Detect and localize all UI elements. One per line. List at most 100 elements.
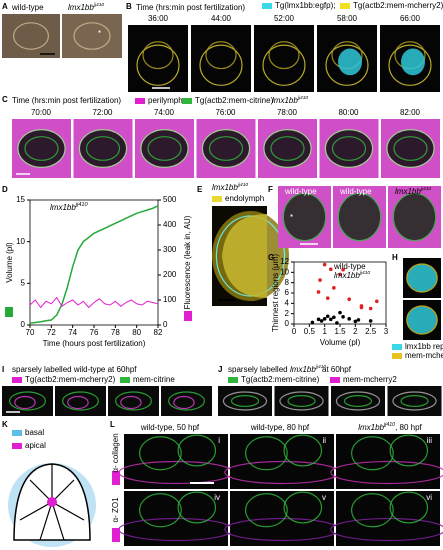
legend-swatch <box>12 377 22 383</box>
cell-outline <box>244 493 288 528</box>
x-tick-label: 1 <box>322 327 327 336</box>
data-point <box>368 319 373 323</box>
micrograph <box>191 25 251 92</box>
cell-outline <box>386 129 435 168</box>
x-tick-label: 76 <box>90 328 99 337</box>
data-point <box>341 314 345 319</box>
y-tick-label: 4 <box>285 298 290 307</box>
legend-label: Tg(lmx1bb:egfp); <box>275 1 335 10</box>
mutant-label: lmx1bbjj410 <box>50 202 89 212</box>
cell-outline <box>138 436 182 471</box>
x-tick-label: 3 <box>384 327 389 336</box>
mutant-label: lmx1bbjj410 <box>395 186 431 196</box>
mutant-label: lmx1bbjj410 <box>334 270 370 280</box>
cell-outline <box>335 391 381 411</box>
legend-swatch <box>212 196 222 202</box>
cell-outline <box>389 434 429 467</box>
cell-outline <box>222 391 268 411</box>
cell-outline <box>215 215 286 297</box>
cell-outline <box>406 263 438 293</box>
data-point <box>338 272 342 277</box>
cell-outline <box>62 391 99 411</box>
legend-label: endolymph <box>225 194 264 203</box>
cell-outline <box>85 136 121 161</box>
axis-color-key <box>5 307 13 317</box>
x-axis-label: Volume (pl) <box>320 338 361 347</box>
gene: lmx1bb <box>68 3 94 12</box>
cell-outline <box>13 22 49 50</box>
data-point <box>332 286 336 290</box>
gene: lmx1bb <box>50 203 76 212</box>
y-axis-label: Volume (pl) <box>5 242 14 283</box>
time-label: 36:00 <box>148 14 169 23</box>
x-tick-label: 1.5 <box>334 327 346 336</box>
mutant-label: lmx1bbjj410 <box>68 2 104 12</box>
time-label: 78:00 <box>277 108 298 117</box>
legend-label: Tg(actb2:mem-mcherry2) <box>353 1 443 10</box>
y2-tick-label: 200 <box>163 270 177 279</box>
x-tick-label: 70 <box>26 328 35 337</box>
allele: jj410 <box>359 270 371 276</box>
legend-swatch <box>330 377 340 383</box>
subpanel-label: i <box>218 436 220 445</box>
label: wild-type <box>339 187 372 196</box>
data-point <box>341 267 345 272</box>
micrograph <box>331 386 385 416</box>
cell-outline <box>331 136 367 161</box>
label: * <box>290 213 293 222</box>
micrograph <box>274 386 329 416</box>
cell-outline <box>351 493 394 528</box>
micrograph <box>218 386 272 416</box>
data-point <box>319 319 324 323</box>
x-tick-label: 2 <box>353 327 358 336</box>
cell-outline <box>388 44 432 86</box>
legend-swatch <box>12 430 22 436</box>
cell-outline <box>9 391 46 411</box>
micrograph <box>2 14 60 58</box>
suffix: , 80 hpf <box>395 423 422 432</box>
panel-letter: K <box>2 420 8 429</box>
allele: jj410 <box>93 2 105 8</box>
label: at 60hpf <box>322 365 352 374</box>
data-point <box>347 297 352 302</box>
cell-outline <box>73 22 111 50</box>
gene: lmx1bb <box>212 183 238 192</box>
legend-swatch <box>120 377 130 383</box>
y-tick-label: 10 <box>280 267 289 276</box>
legend-label: mem-citrine <box>133 375 175 384</box>
cell-outline <box>147 136 182 161</box>
cell-outline <box>337 192 382 242</box>
gene: lmx1bb <box>395 187 421 196</box>
data-line <box>29 296 159 309</box>
time-label: 82:00 <box>400 108 421 117</box>
micrograph <box>254 25 314 92</box>
gene: lmx1bb <box>358 423 384 432</box>
cell-outline <box>177 491 217 524</box>
cell-outline <box>401 48 425 76</box>
allele: jj410 <box>383 422 395 428</box>
subpanel-label: vi <box>426 493 432 502</box>
cell-outline <box>279 391 324 411</box>
data-point <box>322 262 327 267</box>
allele: jj410 <box>237 182 249 188</box>
subpanel-label: iii <box>427 436 433 445</box>
x-tick-label: 82 <box>154 328 163 337</box>
mutant-label: lmx1bbjj410 <box>272 95 308 105</box>
data-point <box>356 318 361 322</box>
legend-label: Tg(actb2:mem-citrine) <box>195 96 274 105</box>
label: wild-type <box>11 3 44 12</box>
label: Time (hrs:min post fertilization) <box>12 96 121 105</box>
panel-letter: A <box>2 2 8 11</box>
cell-walls <box>19 464 85 541</box>
cell-outline <box>400 395 429 408</box>
legend-label: lmx1bb reporter <box>405 342 443 351</box>
panel-letter: G <box>268 253 274 262</box>
row-color-key <box>112 528 120 542</box>
column-title: wild-type, 80 hpf <box>250 423 310 432</box>
cell-outline <box>287 395 316 408</box>
cell-outline <box>330 517 443 542</box>
x-tick-label: 2.5 <box>365 327 377 336</box>
data-point <box>310 320 315 325</box>
y2-tick-label: 300 <box>163 245 177 254</box>
legend-label: apical <box>25 441 46 450</box>
